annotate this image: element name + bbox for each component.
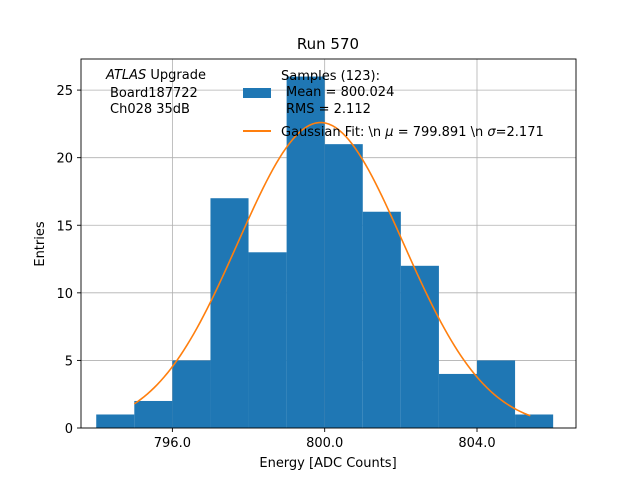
histogram-bar — [362, 211, 401, 428]
axes-frame — [80, 58, 577, 429]
y-axis-label: Entries — [33, 221, 48, 267]
legend-fit-prefix: Gaussian Fit: \n — [281, 125, 385, 140]
y-tick-label: 15 — [56, 219, 73, 234]
atlas-label: ATLAS — [105, 68, 146, 83]
x-tick-label: 804.0 — [458, 436, 495, 451]
histogram-bar — [400, 265, 439, 428]
legend-hist-rms: RMS = 2.112 — [286, 102, 371, 117]
histogram-bar — [324, 144, 363, 428]
annotation-channel: Ch028 35dB — [110, 102, 190, 117]
histogram-bars — [96, 76, 554, 429]
legend-fit-mid: = 799.891 \n — [394, 125, 488, 140]
x-tick-label: 796.0 — [154, 436, 191, 451]
legend-hist-swatch — [243, 88, 271, 98]
histogram-bar — [248, 252, 287, 428]
legend: Samples (123): Mean = 800.024 RMS = 2.11… — [243, 69, 544, 140]
gaussian-fit-curve — [133, 121, 531, 417]
annotation-line-1: ATLAS Upgrade — [105, 68, 206, 83]
x-tick-label: 800.0 — [306, 436, 343, 451]
plot-frame — [80, 58, 577, 429]
legend-fit-suffix: =2.171 — [496, 125, 544, 140]
x-axis-ticks: 796.0 800.0 804.0 — [154, 428, 496, 451]
x-axis-label: Energy [ADC Counts] — [259, 456, 396, 471]
histogram-bar — [134, 400, 173, 428]
histogram-bar — [96, 414, 135, 428]
fit-curve-group — [133, 121, 531, 417]
y-tick-label: 10 — [56, 287, 73, 302]
histogram-bar — [286, 76, 325, 429]
histogram-bar — [477, 360, 516, 428]
legend-fit-sigma: σ — [487, 125, 496, 140]
histogram-bar — [210, 198, 249, 428]
y-tick-label: 0 — [65, 422, 73, 437]
histogram-bar — [515, 414, 554, 428]
y-tick-label: 25 — [56, 84, 73, 99]
legend-hist-title: Samples (123): — [281, 69, 380, 84]
legend-fit-label: Gaussian Fit: \n μ = 799.891 \n σ=2.171 — [281, 125, 544, 140]
y-axis-ticks: 0 5 10 15 20 25 — [56, 84, 81, 437]
chart-title: Run 570 — [297, 35, 359, 53]
legend-fit-mu: μ — [384, 125, 393, 140]
histogram-bar — [438, 373, 477, 428]
y-tick-label: 5 — [65, 354, 73, 369]
atlas-suffix: Upgrade — [146, 68, 206, 83]
annotation-board: Board187722 — [110, 86, 198, 101]
y-tick-label: 20 — [56, 152, 73, 167]
atlas-annotation: ATLAS Upgrade Board187722 Ch028 35dB — [105, 68, 206, 117]
histogram-bar — [172, 360, 211, 428]
legend-hist-mean: Mean = 800.024 — [286, 85, 394, 100]
